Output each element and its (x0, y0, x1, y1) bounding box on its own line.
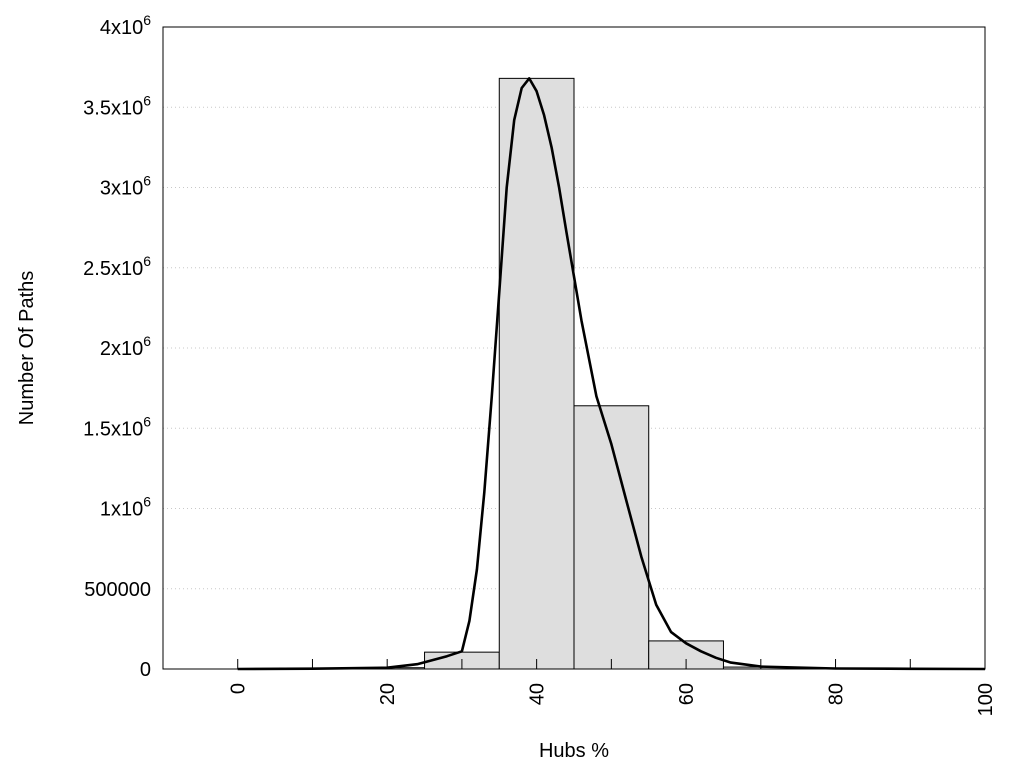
y-axis-ticks: 0 500000 1x106 1.5x106 2x106 2.5x106 3x106 3.5x… (83, 12, 151, 681)
y-axis-label: Number Of Paths (16, 271, 38, 426)
y-tick-label: 2.5x106 (83, 253, 151, 280)
y-tick-label: 0 (140, 659, 151, 681)
histogram-bars (274, 77, 949, 670)
x-tick-label: 80 (826, 683, 848, 705)
x-tick-label: 60 (676, 683, 698, 705)
x-tick-label: 100 (975, 683, 997, 716)
x-axis-label: Hubs % (539, 740, 609, 762)
y-tick-label: 3x106 (100, 173, 151, 200)
y-tick-label: 1.5x106 (83, 413, 151, 440)
y-tick-label: 2x106 (100, 333, 151, 360)
plot-frame (162, 26, 986, 670)
x-tick-label: 40 (527, 683, 549, 705)
y-tick-label: 500000 (84, 579, 151, 601)
x-tick-label: 20 (377, 683, 399, 705)
y-tick-label: 1x106 (100, 494, 151, 521)
grid-lines (163, 106, 985, 590)
x-axis-ticks: 0 20 40 60 80 100 (228, 659, 997, 716)
histogram-bar (498, 77, 575, 670)
y-tick-label: 4x106 (100, 12, 151, 39)
x-tick-label: 0 (228, 683, 250, 694)
density-curve (237, 77, 986, 671)
y-tick-label: 3.5x106 (83, 92, 151, 119)
